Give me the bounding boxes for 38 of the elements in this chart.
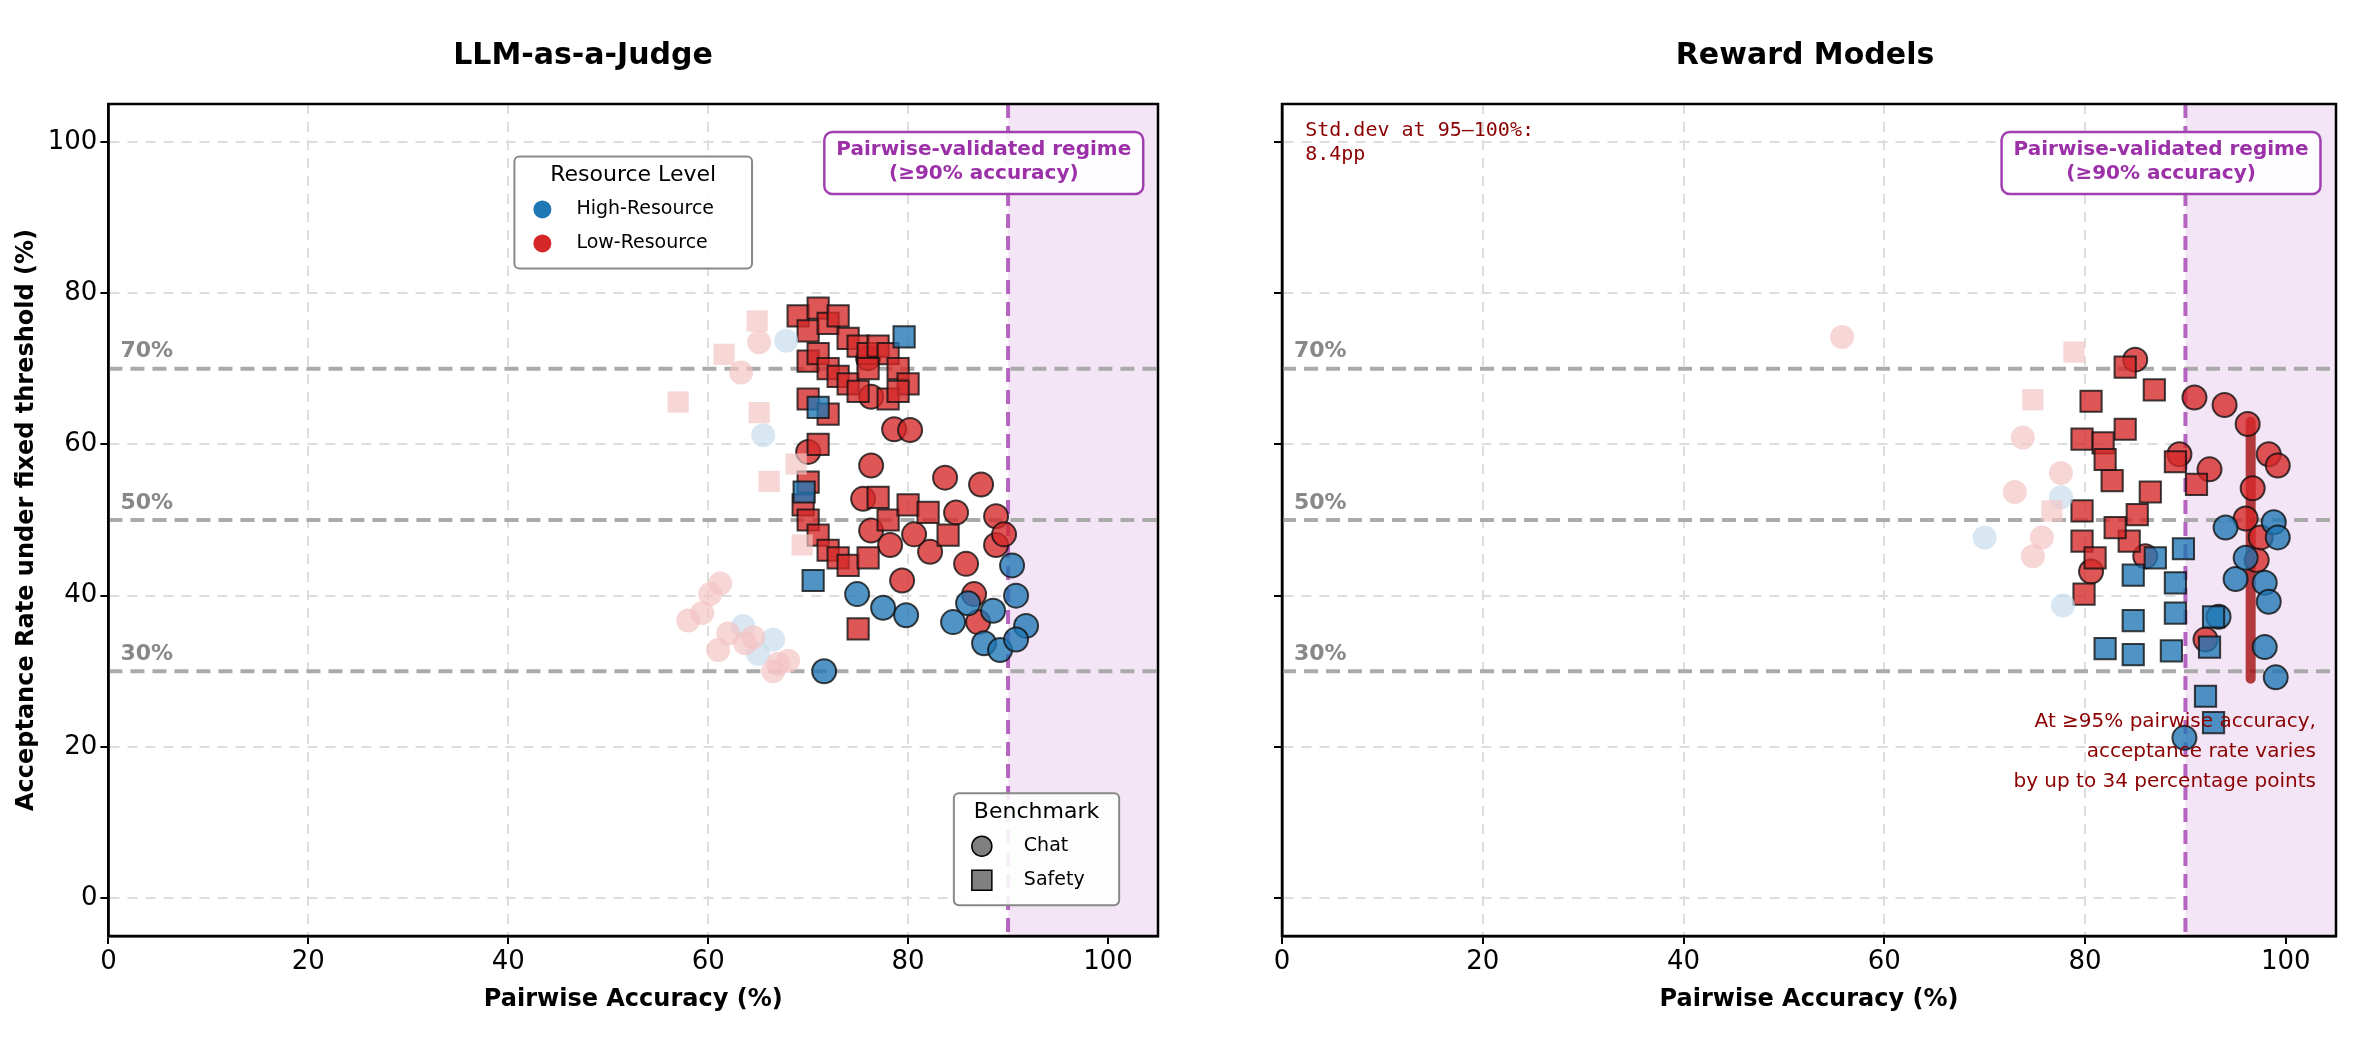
legend-label: Chat [1023, 833, 1069, 856]
x-tick-label: 0 [1273, 945, 1291, 976]
x-tick-label: 0 [100, 945, 117, 976]
y-axis-title: Acceptance Rate under fixed threshold (%) [10, 228, 39, 812]
legend-label: High-Resource [576, 196, 715, 219]
y-tick-label: 0 [80, 880, 98, 911]
ref-line-label: 30% [120, 639, 174, 665]
annotation: Pairwise-validated regime (≥90% accuracy) [836, 136, 1132, 185]
x-tick-label: 80 [891, 945, 925, 976]
x-tick-label: 20 [291, 945, 325, 976]
annotation: Std.dev at 95–100%: 8.4pp [1305, 116, 1534, 165]
x-tick-label: 60 [691, 945, 725, 976]
x-axis-title: Pairwise Accuracy (%) [483, 983, 783, 1012]
x-tick-label: 100 [2260, 945, 2311, 976]
text: Benchmark [973, 797, 1100, 823]
annotation: Pairwise-validated regime (≥90% accuracy) [2013, 136, 2309, 185]
ref-line-label: 50% [1294, 488, 1347, 514]
ref-line-label: 70% [1294, 337, 1347, 363]
x-tick-label: 40 [491, 945, 525, 976]
x-tick-label: 20 [1466, 945, 1500, 976]
y-tick-label: 100 [47, 124, 98, 155]
chart-title: Reward Models [1675, 35, 1935, 71]
y-tick-label: 60 [64, 427, 98, 458]
chart-title: LLM-as-a-Judge [453, 35, 713, 71]
text: Resource Level [550, 161, 717, 187]
legend-label: Safety [1023, 867, 1085, 890]
y-tick-label: 20 [64, 729, 98, 760]
x-tick-label: 60 [1867, 945, 1901, 976]
ref-line-label: 70% [120, 337, 174, 363]
y-tick-label: 80 [64, 275, 98, 306]
x-tick-label: 80 [2068, 945, 2102, 976]
y-tick-label: 40 [64, 578, 98, 609]
legend-label: Low-Resource [576, 230, 708, 253]
x-tick-label: 100 [1083, 945, 1133, 976]
x-tick-label: 40 [1666, 945, 1701, 976]
x-axis-title: Pairwise Accuracy (%) [1659, 983, 1959, 1012]
ref-line-label: 30% [1294, 639, 1347, 665]
ref-line-label: 50% [120, 488, 174, 514]
